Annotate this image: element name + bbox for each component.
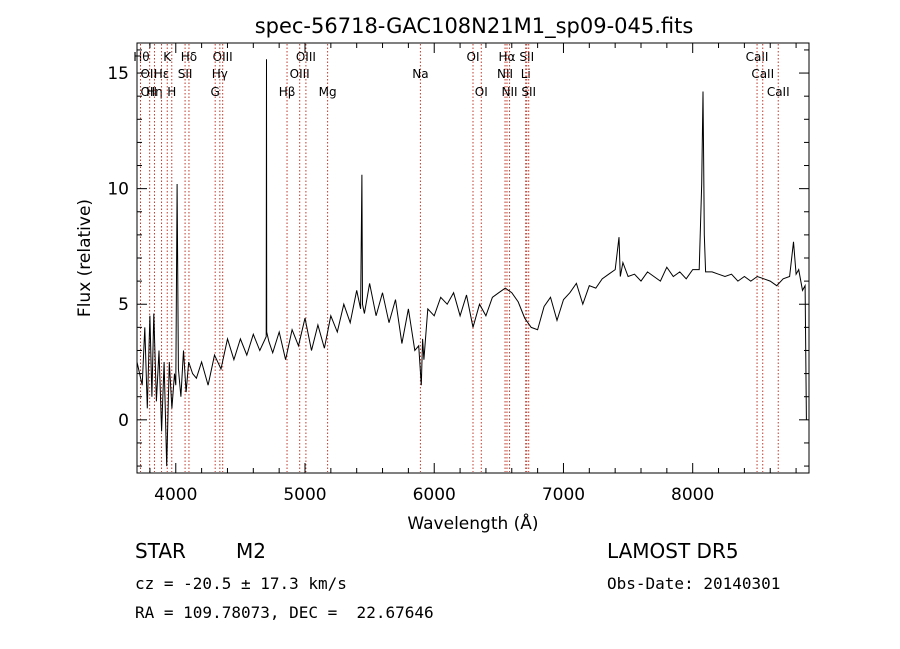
- spectral-line-label-16: Na: [412, 67, 428, 81]
- y-axis-label: Flux (relative): [75, 199, 95, 317]
- spectral-line-label-8: Hδ: [181, 50, 197, 64]
- spectral-line-label-9: OIII: [213, 50, 233, 64]
- spectral-line-label-3: Hη: [146, 85, 163, 99]
- spectral-line-label-12: Hβ: [279, 85, 296, 99]
- object-class: STAR: [135, 539, 186, 563]
- spectral-line-label-27: CaII: [767, 85, 790, 99]
- spectral-line-label-7: SII: [178, 67, 193, 81]
- spectral-line-label-1: OII: [140, 67, 157, 81]
- x-axis-ticks: 4000 5000 6000 7000 8000: [149, 43, 797, 505]
- y-tick-label: 0: [118, 411, 129, 431]
- spectral-line-label-23: Li: [521, 67, 531, 81]
- spectral-line-label-20: Hα: [499, 50, 516, 64]
- x-tick-label: 7000: [542, 485, 585, 505]
- x-tick-label: 5000: [283, 485, 326, 505]
- chart-title: spec-56718-GAC108N21M1_sp09-045.fits: [255, 14, 694, 39]
- spectral-line-label-18: OI: [475, 85, 488, 99]
- spectral-line-label-17: OI: [467, 50, 480, 64]
- spectral-line-label-0: Hθ: [133, 50, 149, 64]
- spectral-line-label-26: CaII: [751, 67, 774, 81]
- x-tick-label: 4000: [154, 485, 197, 505]
- spectral-line-label-25: CaII: [746, 50, 769, 64]
- x-axis-label: Wavelength (Å): [407, 512, 538, 534]
- object-subclass: M2: [236, 539, 266, 563]
- spectral-line-label-14: OIII: [296, 50, 316, 64]
- spectral-line-label-22: SII: [519, 50, 534, 64]
- y-tick-label: 15: [107, 64, 129, 84]
- spectral-line-label-24: SII: [521, 85, 536, 99]
- spectrum-line: [136, 59, 807, 467]
- spectral-line-label-15: Mg: [319, 85, 337, 99]
- y-axis-ticks: 0 5 10 15: [107, 49, 809, 467]
- redshift-cz: cz = -20.5 ± 17.3 km/s: [135, 574, 347, 593]
- y-tick-label: 10: [107, 180, 129, 200]
- spectral-line-label-11: G: [211, 85, 220, 99]
- spectral-line-label-10: Hγ: [212, 67, 228, 81]
- observation-date: Obs-Date: 20140301: [607, 574, 781, 593]
- spectral-line-label-2: OII: [140, 85, 157, 99]
- spectral-line-label-13: OIII: [290, 67, 310, 81]
- spectral-line-label-6: H: [167, 85, 176, 99]
- spectral-line-label-21: NII: [502, 85, 518, 99]
- spectral-line-label-4: Hε: [154, 67, 170, 81]
- coordinates: RA = 109.78073, DEC = 22.67646: [135, 603, 434, 622]
- x-tick-label: 8000: [671, 485, 714, 505]
- spectral-line-label-5: K: [163, 50, 172, 64]
- spectral-line-label-19: NII: [497, 67, 513, 81]
- y-tick-label: 5: [118, 295, 129, 315]
- survey-name: LAMOST DR5: [607, 539, 739, 563]
- x-tick-label: 6000: [413, 485, 456, 505]
